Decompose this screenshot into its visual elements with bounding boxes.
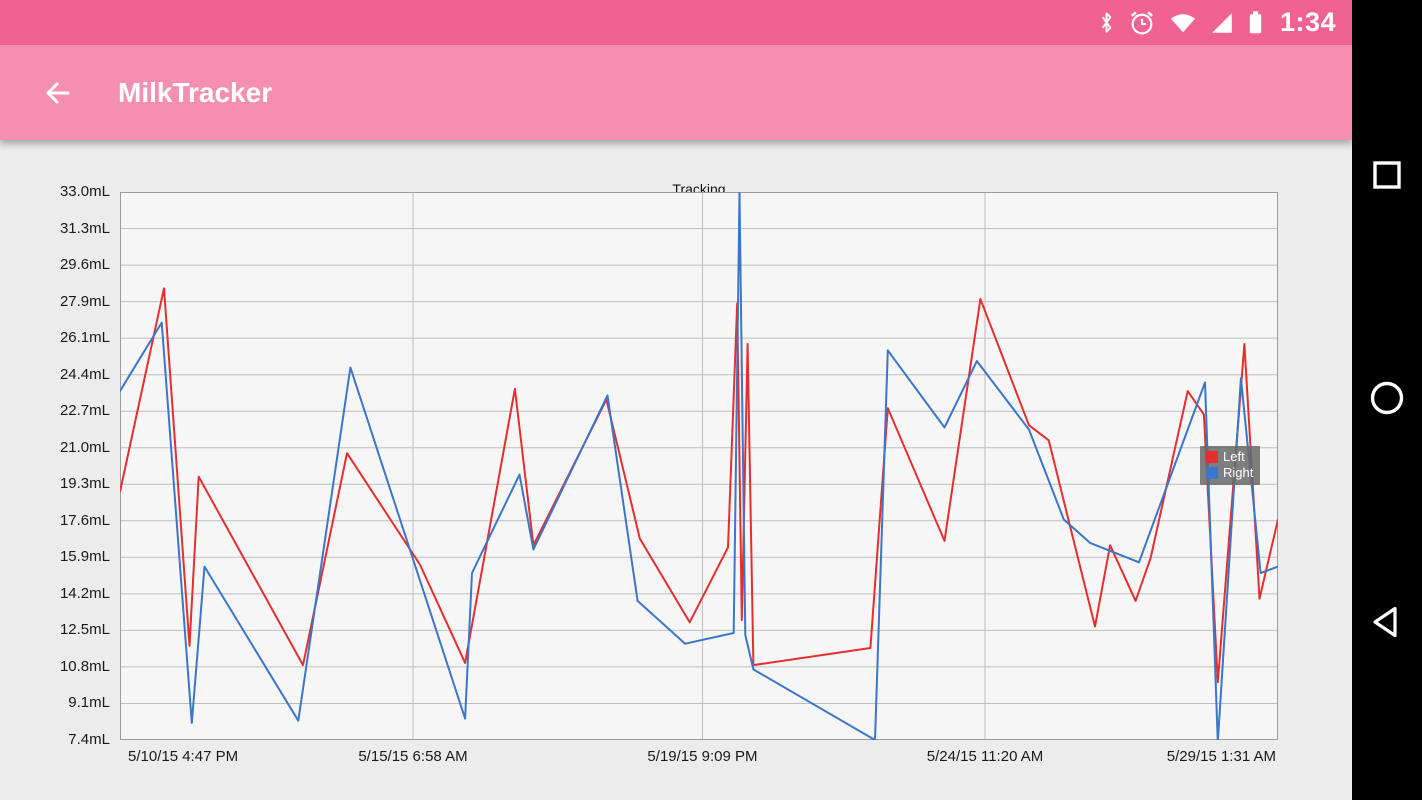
y-tick-label: 14.2mL (59, 584, 110, 602)
back-arrow-icon (46, 82, 70, 103)
app-bar: MilkTracker (0, 45, 1352, 140)
right-series-line (120, 192, 1278, 740)
status-bar: 1:34 (0, 0, 1352, 45)
y-tick-label: 17.6mL (59, 511, 110, 529)
x-tick-label: 5/24/15 11:20 AM (926, 748, 1044, 765)
wifi-icon (1170, 13, 1196, 32)
left-series-line (120, 287, 1278, 684)
alarm-icon (1130, 10, 1153, 34)
x-tick-label: 5/29/15 1:31 AM (1166, 748, 1276, 765)
legend-swatch (1206, 467, 1218, 479)
y-axis-labels: 33.0mL 31.3mL 29.6mL 27.9mL 26.1mL 24.4mL 22.7… (0, 183, 115, 748)
legend-swatch (1206, 451, 1218, 463)
x-tick-label: 5/15/15 6:58 AM (358, 748, 468, 765)
y-tick-label: 15.9mL (59, 548, 110, 566)
legend-entry: Right (1206, 466, 1253, 480)
x-tick-label: 5/10/15 4:47 PM (128, 748, 239, 765)
y-tick-label: 26.1mL (59, 329, 110, 347)
y-tick-label: 24.4mL (59, 365, 110, 383)
back-nav-button[interactable] (1352, 605, 1422, 639)
home-button[interactable] (1352, 380, 1422, 416)
x-axis-labels: 5/10/15 4:47 PM 5/15/15 6:58 AM 5/19/15 9:… (120, 748, 1278, 770)
recents-icon (1373, 161, 1401, 189)
y-tick-label: 19.3mL (59, 475, 110, 493)
plot-border (120, 192, 1278, 740)
y-tick-label: 12.5mL (59, 621, 110, 639)
home-icon (1370, 381, 1404, 415)
x-tick-label: 5/19/15 9:09 PM (647, 748, 758, 765)
legend-label: Right (1223, 465, 1254, 480)
bluetooth-icon (1101, 12, 1112, 33)
y-tick-label: 22.7mL (59, 402, 110, 420)
y-tick-label: 31.3mL (59, 219, 110, 237)
chart-screen: Tracking 33.0mL 31.3mL 29.6mL 27.9mL 26.1mL 2… (0, 140, 1352, 800)
recents-button[interactable] (1352, 159, 1422, 191)
app-window: 1:34 MilkTracker Tracking 33.0mL 31.3mL 29… (0, 0, 1352, 800)
navigation-bar (1352, 0, 1422, 800)
milk-tracking-chart[interactable] (120, 192, 1278, 740)
status-time: 1:34 (1279, 7, 1336, 37)
y-tick-label: 9.1mL (68, 694, 110, 712)
back-triangle-icon (1373, 606, 1397, 638)
battery-icon (1249, 11, 1262, 34)
y-tick-label: 7.4mL (68, 731, 110, 748)
y-tick-label: 33.0mL (59, 183, 110, 200)
y-tick-label: 21.0mL (59, 438, 110, 456)
legend-label: Left (1223, 449, 1245, 464)
chart-legend: Left Right (1200, 446, 1261, 485)
cell-signal-icon (1212, 12, 1232, 33)
y-tick-label: 29.6mL (59, 256, 110, 274)
y-tick-label: 27.9mL (59, 292, 110, 310)
app-title: MilkTracker (118, 76, 273, 108)
y-tick-label: 10.8mL (59, 657, 110, 675)
back-button[interactable] (37, 75, 73, 111)
legend-entry: Left (1206, 450, 1253, 464)
